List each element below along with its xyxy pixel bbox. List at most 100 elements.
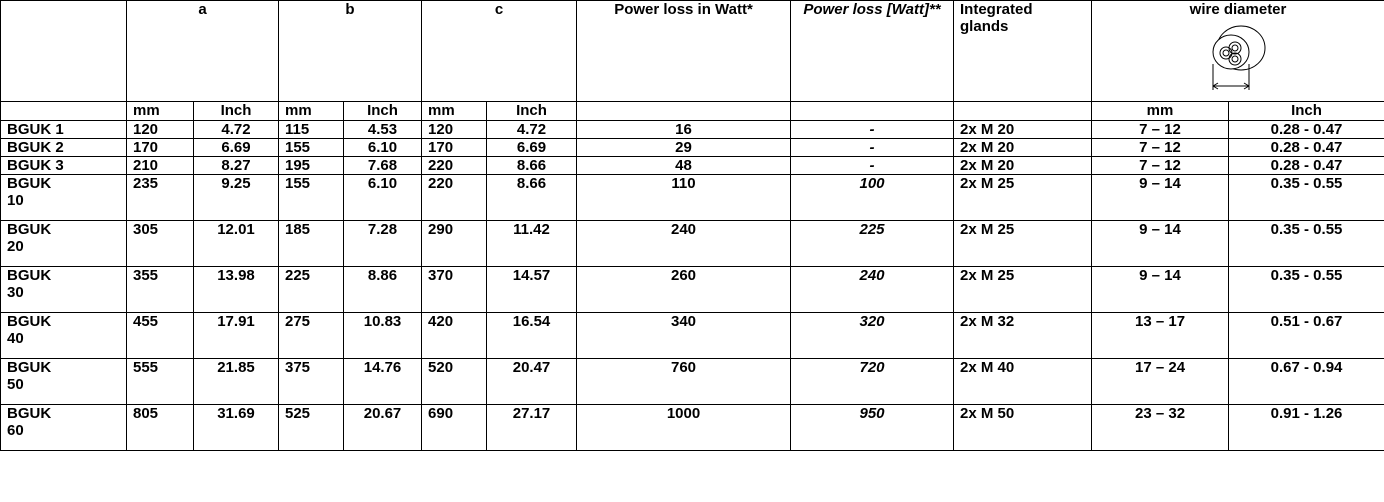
data-cell: 690 — [422, 405, 487, 451]
cell-text: 17 – 24 — [1098, 359, 1222, 376]
data-cell: 4.72 — [194, 121, 279, 139]
data-cell: 16 — [577, 121, 791, 139]
data-cell: 225 — [791, 221, 954, 267]
header-text: b — [345, 1, 354, 18]
cell-text: 6.69 — [200, 139, 272, 156]
cell-text: 11.42 — [493, 221, 570, 238]
data-cell: 525 — [279, 405, 344, 451]
cell-text: 2x M 25 — [960, 175, 1085, 192]
header-text: a — [198, 1, 206, 18]
cell-text: 690 — [428, 405, 480, 422]
data-cell: 170 — [127, 139, 194, 157]
cell-text: 120 — [428, 121, 480, 138]
data-cell: 170 — [422, 139, 487, 157]
cell-text: 0.35 - 0.55 — [1235, 175, 1378, 192]
data-cell: 29 — [577, 139, 791, 157]
unit-cell: mm — [1092, 102, 1229, 121]
cell-text: 555 — [133, 359, 187, 376]
cell-text: 2x M 32 — [960, 313, 1085, 330]
cell-text: 185 — [285, 221, 337, 238]
empty-cell — [954, 102, 1092, 121]
data-cell: 9.25 — [194, 175, 279, 221]
cell-text: 1000 — [583, 405, 784, 422]
cell-text: 110 — [583, 175, 784, 192]
row-label: BGUK 1 — [1, 121, 127, 139]
cell-text: 375 — [285, 359, 337, 376]
cell-text: 20.47 — [493, 359, 570, 376]
data-cell: 0.35 - 0.55 — [1229, 221, 1384, 267]
cell-text: 305 — [133, 221, 187, 238]
cell-text: 13.98 — [200, 267, 272, 284]
cell-text: 115 — [285, 121, 337, 138]
cell-text: 220 — [428, 175, 480, 192]
row-label: BGUK 3 — [1, 157, 127, 175]
unit-cell: Inch — [487, 102, 577, 121]
cell-text: 7.28 — [350, 221, 415, 238]
data-cell: 4.53 — [344, 121, 422, 139]
cell-text: 7.68 — [350, 157, 415, 174]
unit-cell: Inch — [1229, 102, 1384, 121]
cell-text: 805 — [133, 405, 187, 422]
data-cell: 0.28 - 0.47 — [1229, 121, 1384, 139]
data-cell: - — [791, 157, 954, 175]
data-cell: 275 — [279, 313, 344, 359]
cell-text: 21.85 — [200, 359, 272, 376]
cell-text: 17.91 — [200, 313, 272, 330]
cell-text: 7 – 12 — [1098, 157, 1222, 174]
data-cell: 2x M 40 — [954, 359, 1092, 405]
cell-text: 6.69 — [493, 139, 570, 156]
cell-text: - — [797, 139, 947, 156]
cell-text: 4.72 — [200, 121, 272, 138]
cell-text: 27.17 — [493, 405, 570, 422]
data-cell: 7 – 12 — [1092, 139, 1229, 157]
cell-text: 29 — [583, 139, 784, 156]
data-cell: 21.85 — [194, 359, 279, 405]
data-cell: 10.83 — [344, 313, 422, 359]
cell-text: 20.67 — [350, 405, 415, 422]
data-cell: 210 — [127, 157, 194, 175]
data-cell: 235 — [127, 175, 194, 221]
header-text: Integrated glands — [960, 1, 1033, 35]
cell-text: 420 — [428, 313, 480, 330]
data-cell: 220 — [422, 175, 487, 221]
header-cell: Integrated glands — [954, 1, 1092, 102]
cell-text: 225 — [797, 221, 947, 238]
data-cell: 31.69 — [194, 405, 279, 451]
data-cell: 100 — [791, 175, 954, 221]
data-cell: 370 — [422, 267, 487, 313]
unit-cell: Inch — [344, 102, 422, 121]
data-cell: 20.47 — [487, 359, 577, 405]
data-cell: 8.66 — [487, 157, 577, 175]
data-cell: 12.01 — [194, 221, 279, 267]
cell-text: 8.66 — [493, 157, 570, 174]
cell-text: 4.53 — [350, 121, 415, 138]
data-cell: 155 — [279, 175, 344, 221]
cell-text: 6.10 — [350, 139, 415, 156]
cell-text: 240 — [583, 221, 784, 238]
data-cell: 7.68 — [344, 157, 422, 175]
cell-text: 8.86 — [350, 267, 415, 284]
cell-text: 275 — [285, 313, 337, 330]
data-cell: 2x M 32 — [954, 313, 1092, 359]
cell-text: 10.83 — [350, 313, 415, 330]
cell-text: 235 — [133, 175, 187, 192]
data-cell: 13.98 — [194, 267, 279, 313]
data-cell: 0.91 - 1.26 — [1229, 405, 1384, 451]
data-cell: 2x M 25 — [954, 267, 1092, 313]
data-cell: 17.91 — [194, 313, 279, 359]
cell-text: 720 — [797, 359, 947, 376]
data-cell: 13 – 17 — [1092, 313, 1229, 359]
cell-text: 760 — [583, 359, 784, 376]
data-cell: 2x M 20 — [954, 121, 1092, 139]
cell-text: 2x M 20 — [960, 139, 1085, 156]
data-cell: 23 – 32 — [1092, 405, 1229, 451]
data-cell: 355 — [127, 267, 194, 313]
cell-text: 31.69 — [200, 405, 272, 422]
